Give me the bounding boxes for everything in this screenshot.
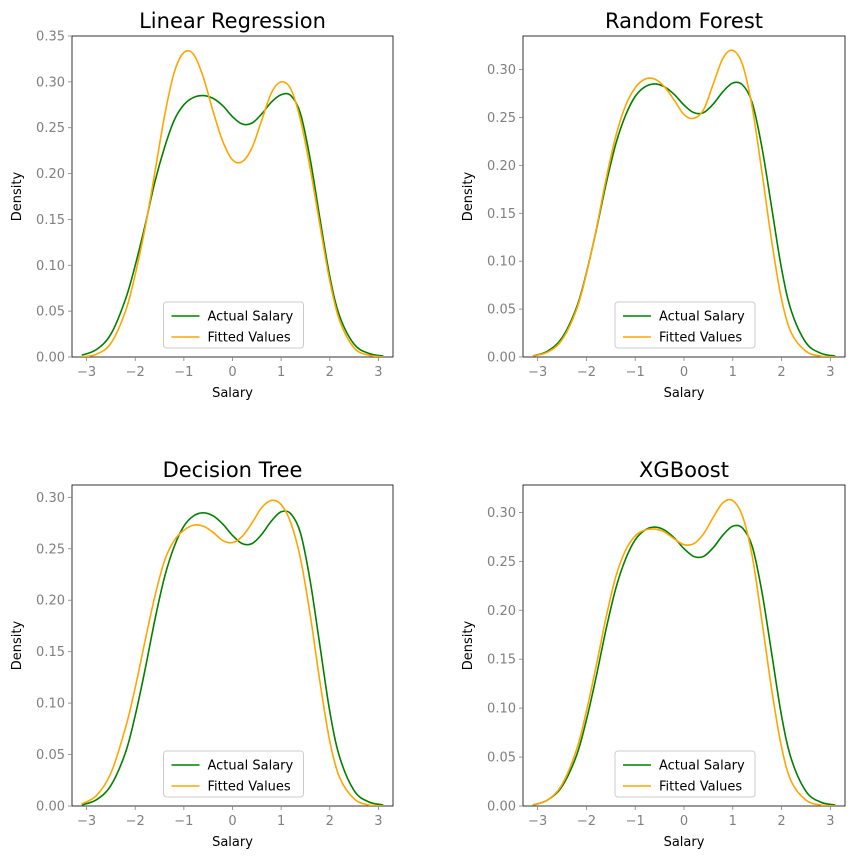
series-line-actual-salary: [81, 92, 384, 357]
y-tick-label: 0.10: [487, 702, 516, 717]
x-tick-label: −3: [77, 365, 96, 380]
x-tick-label: 0: [680, 814, 688, 829]
legend-label: Fitted Values: [659, 780, 742, 795]
series-line-fitted-values: [532, 498, 836, 806]
y-tick-label: 0.35: [36, 30, 65, 45]
y-tick-label: 0.15: [36, 213, 65, 228]
x-tick-label: −3: [528, 365, 547, 380]
x-tick-label: −1: [626, 814, 645, 829]
x-tick-label: −3: [528, 814, 547, 829]
chart-title: Random Forest: [605, 9, 763, 33]
legend: Actual Salary Fitted Values: [614, 301, 756, 349]
y-tick-label: 0.25: [36, 542, 65, 557]
y-tick-label: 0.30: [36, 491, 65, 506]
x-tick-label: 1: [277, 814, 285, 829]
legend-label: Fitted Values: [208, 780, 291, 795]
x-tick-label: 1: [277, 365, 285, 380]
y-tick-label: 0.30: [487, 506, 516, 521]
chart-title: XGBoost: [639, 458, 729, 482]
x-tick-label: −2: [126, 814, 145, 829]
series-line-fitted-values: [81, 49, 384, 357]
subplot-4: XGBoost −3 −2 −1 0 1 2 3 0.00 0.05 0.10 0.15 0.20 0.2…: [461, 458, 846, 850]
legend-label: Actual Salary: [659, 310, 745, 325]
y-tick-label: 0.00: [36, 351, 65, 366]
x-axis-label: Salary: [664, 835, 705, 850]
x-tick-label: −1: [174, 365, 193, 380]
series-line-actual-salary: [81, 510, 384, 806]
y-tick-label: 0.00: [36, 800, 65, 815]
x-tick-label: −2: [126, 365, 145, 380]
legend: Actual Salary Fitted Values: [163, 750, 304, 798]
y-tick-label: 0.15: [487, 653, 516, 668]
y-tick-label: 0.05: [487, 303, 516, 318]
subplot-1: Linear Regression −3 −2 −1 0 1 2 3 0.00 0.05 0.10 0…: [10, 9, 394, 401]
y-tick-label: 0.30: [487, 63, 516, 78]
x-tick-label: 1: [729, 814, 737, 829]
y-tick-label: 0.05: [36, 748, 65, 763]
y-axis-label: Density: [10, 171, 25, 221]
x-tick-label: 2: [326, 365, 334, 380]
x-tick-label: 3: [374, 814, 382, 829]
chart-title: Decision Tree: [163, 458, 303, 482]
y-tick-label: 0.15: [487, 207, 516, 222]
x-tick-label: −2: [577, 365, 596, 380]
y-tick-label: 0.05: [36, 305, 65, 320]
series-line-actual-salary: [532, 524, 836, 806]
y-tick-label: 0.20: [487, 159, 516, 174]
x-tick-label: −1: [174, 814, 193, 829]
x-tick-label: −1: [626, 365, 645, 380]
legend-label: Actual Salary: [659, 759, 745, 774]
y-tick-label: 0.25: [487, 111, 516, 126]
x-tick-label: 1: [729, 365, 737, 380]
x-axis-label: Salary: [664, 386, 705, 401]
x-tick-label: 2: [777, 365, 785, 380]
y-tick-label: 0.20: [36, 594, 65, 609]
x-tick-label: 2: [326, 814, 334, 829]
y-tick-label: 0.00: [487, 800, 516, 815]
legend: Actual Salary Fitted Values: [163, 301, 304, 349]
y-tick-label: 0.25: [487, 555, 516, 570]
y-tick-label: 0.25: [36, 121, 65, 136]
x-tick-label: 3: [826, 814, 834, 829]
subplot-2: Random Forest −3 −2 −1 0 1 2 3 0.00 0.05 0.10 0.15 0…: [461, 9, 846, 401]
series-line-fitted-values: [81, 499, 384, 806]
y-tick-label: 0.30: [36, 75, 65, 90]
x-tick-label: 0: [228, 365, 236, 380]
legend-label: Actual Salary: [208, 310, 294, 325]
legend-label: Fitted Values: [659, 331, 742, 346]
y-axis-label: Density: [10, 620, 25, 670]
x-tick-label: 0: [228, 814, 236, 829]
x-axis-label: Salary: [212, 835, 253, 850]
subplot-3: Decision Tree −3 −2 −1 0 1 2 3 0.00 0.05 0.10 0.15 0…: [10, 458, 394, 850]
legend-label: Actual Salary: [208, 759, 294, 774]
y-axis-label: Density: [461, 620, 476, 670]
y-tick-label: 0.10: [487, 255, 516, 270]
legend-label: Fitted Values: [208, 331, 291, 346]
x-tick-label: −2: [577, 814, 596, 829]
y-tick-label: 0.10: [36, 259, 65, 274]
y-tick-label: 0.20: [36, 167, 65, 182]
x-axis-label: Salary: [212, 386, 253, 401]
x-tick-label: 2: [777, 814, 785, 829]
x-tick-label: 3: [826, 365, 834, 380]
x-tick-label: 0: [680, 365, 688, 380]
y-tick-label: 0.15: [36, 645, 65, 660]
y-tick-label: 0.10: [36, 697, 65, 712]
x-tick-label: −3: [77, 814, 96, 829]
y-axis-label: Density: [461, 171, 476, 221]
y-tick-label: 0.00: [487, 351, 516, 366]
legend: Actual Salary Fitted Values: [614, 750, 756, 798]
x-tick-label: 3: [374, 365, 382, 380]
y-tick-label: 0.05: [487, 751, 516, 766]
y-tick-label: 0.20: [487, 604, 516, 619]
series-line-fitted-values: [532, 49, 836, 357]
chart-title: Linear Regression: [139, 9, 326, 33]
